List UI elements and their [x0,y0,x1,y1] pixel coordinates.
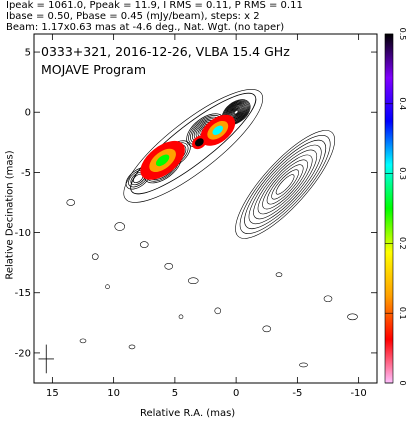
noise-contour [164,262,174,270]
y-tick-label: -5 [21,168,31,179]
colorbar-tick-label: 0.2 [398,237,407,250]
noise-contour [347,313,358,321]
noise-contour [262,325,272,333]
polarization-blob [140,140,185,180]
noise-contour [79,338,87,344]
polarization-contour [244,139,327,229]
polarization-contour [235,130,336,239]
polarization-contour [275,174,295,195]
x-tick-label: 5 [172,388,178,399]
y-tick-label: -10 [15,228,31,239]
polarization-contour [257,154,313,215]
noise-contour [275,272,283,277]
x-tick-label: 15 [46,388,59,399]
plot-frame [33,33,378,384]
colorbar [384,33,394,384]
intensity-contour [231,107,242,117]
colorbar-tick-label: 0.5 [398,28,407,41]
noise-contour [187,277,199,285]
polarization-contour [253,149,317,220]
y-tick-label: -20 [15,348,31,359]
polarization-contour [239,134,331,234]
x-tick-label: 0 [233,388,239,399]
chart-subtitle: MOJAVE Program [41,62,146,77]
noise-contour [323,295,333,303]
polarization-blob [192,135,207,150]
noise-contour [114,222,126,231]
noise-contour [299,362,308,368]
polarization-fill-inner [155,154,170,167]
polarization-blob [200,114,236,146]
intensity-contour [233,110,239,115]
chart-title: 0333+321, 2016-12-26, VLBA 15.4 GHz [41,44,290,59]
noise-contour [91,253,99,260]
polarization-fill-inner [212,125,223,135]
header-line-1: Ipeak = 1061.0, Ppeak = 11.9, I RMS = 0.… [6,0,303,11]
colorbar-tick-label: 0.1 [398,307,407,320]
polarization-contour [262,159,308,210]
x-tick-label: -10 [350,388,366,399]
x-tick-label: -5 [292,388,302,399]
colorbar-tick-label: 0.3 [398,167,407,180]
intensity-contour [232,109,240,116]
jet-outer-contour [123,89,264,203]
polarization-fill-inner [197,140,202,145]
y-tick-label: 5 [25,48,31,59]
polarization-contour [266,164,304,205]
noise-contour [105,284,110,290]
polarization-contour [271,169,299,200]
colorbar-tick-label: 0.4 [398,97,407,110]
noise-contour [128,344,136,350]
noise-contour [139,241,149,248]
y-tick-label: 0 [25,108,31,119]
header-line-3: Beam: 1.17x0.63 mas at -4.6 deg., Nat. W… [6,22,285,33]
noise-contour [214,307,222,315]
x-tick-label: 10 [107,388,120,399]
noise-contour [178,314,184,320]
header-line-2: Ibase = 0.50, Pbase = 0.45 (mJy/beam), s… [6,11,260,22]
intensity-contour [232,108,241,116]
y-tick-label: -15 [15,288,31,299]
jet-outer-contour [130,92,257,195]
colorbar-tick-label: 0 [398,380,407,385]
polarization-contour [248,144,322,225]
noise-contour [66,199,76,206]
x-axis-label: Relative R.A. (mas) [140,408,236,419]
